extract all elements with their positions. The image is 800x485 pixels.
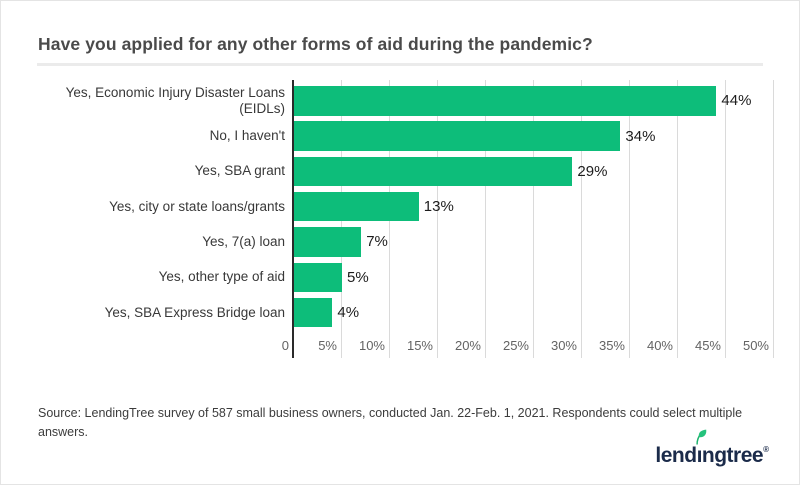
y-axis-line bbox=[291, 80, 294, 358]
logo-registered-mark: ® bbox=[763, 445, 769, 454]
x-tick-label: 20% bbox=[454, 338, 481, 353]
x-gridline bbox=[629, 80, 630, 358]
x-tick-label: 10% bbox=[358, 338, 385, 353]
x-tick-label: 15% bbox=[406, 338, 433, 353]
lendingtree-logo: lendıngtree® bbox=[655, 429, 769, 468]
x-tick-label: 35% bbox=[598, 338, 625, 353]
x-gridline bbox=[485, 80, 486, 358]
x-tick-label: 45% bbox=[694, 338, 721, 353]
category-label: No, I haven't bbox=[209, 128, 285, 144]
chart-title: Have you applied for any other forms of … bbox=[38, 34, 593, 54]
x-tick-label: 25% bbox=[502, 338, 529, 353]
x-gridline bbox=[773, 80, 774, 358]
category-label: Yes, Economic Injury Disaster Loans (EID… bbox=[65, 84, 285, 116]
value-label: 34% bbox=[625, 127, 656, 145]
bar bbox=[294, 86, 717, 116]
value-label: 5% bbox=[347, 268, 369, 286]
category-label: Yes, other type of aid bbox=[158, 269, 285, 285]
x-gridline bbox=[437, 80, 438, 358]
bar bbox=[294, 121, 621, 151]
bar bbox=[294, 262, 342, 292]
category-label: Yes, 7(a) loan bbox=[202, 233, 285, 249]
value-label: 44% bbox=[721, 92, 752, 110]
title-divider bbox=[37, 63, 763, 66]
value-label: 4% bbox=[337, 304, 360, 322]
x-tick-label: 0 bbox=[281, 338, 289, 353]
x-gridline bbox=[677, 80, 678, 358]
source-note: Source: LendingTree survey of 587 small … bbox=[38, 405, 743, 439]
value-label: 13% bbox=[423, 198, 454, 216]
x-gridline bbox=[725, 80, 726, 358]
value-label: 29% bbox=[577, 162, 608, 180]
value-label: 7% bbox=[366, 233, 388, 251]
x-tick-label: 30% bbox=[550, 338, 577, 353]
category-label: Yes, SBA grant bbox=[194, 163, 285, 179]
bar bbox=[294, 297, 333, 328]
x-gridline bbox=[581, 80, 582, 358]
logo-text-left: lend bbox=[655, 444, 697, 467]
leaf-icon bbox=[696, 429, 707, 445]
category-label: Yes, city or state loans/grants bbox=[109, 198, 285, 214]
category-label: Yes, SBA Express Bridge loan bbox=[104, 304, 285, 320]
x-tick-label: 40% bbox=[646, 338, 673, 353]
x-tick-label: 5% bbox=[318, 338, 337, 353]
bar bbox=[294, 227, 362, 257]
logo-text-i: ı bbox=[696, 444, 703, 467]
x-tick-label: 50% bbox=[742, 338, 769, 353]
bar bbox=[294, 156, 573, 187]
x-gridline bbox=[533, 80, 534, 358]
logo-text-right: ngtree bbox=[701, 444, 764, 467]
bar bbox=[294, 191, 419, 222]
